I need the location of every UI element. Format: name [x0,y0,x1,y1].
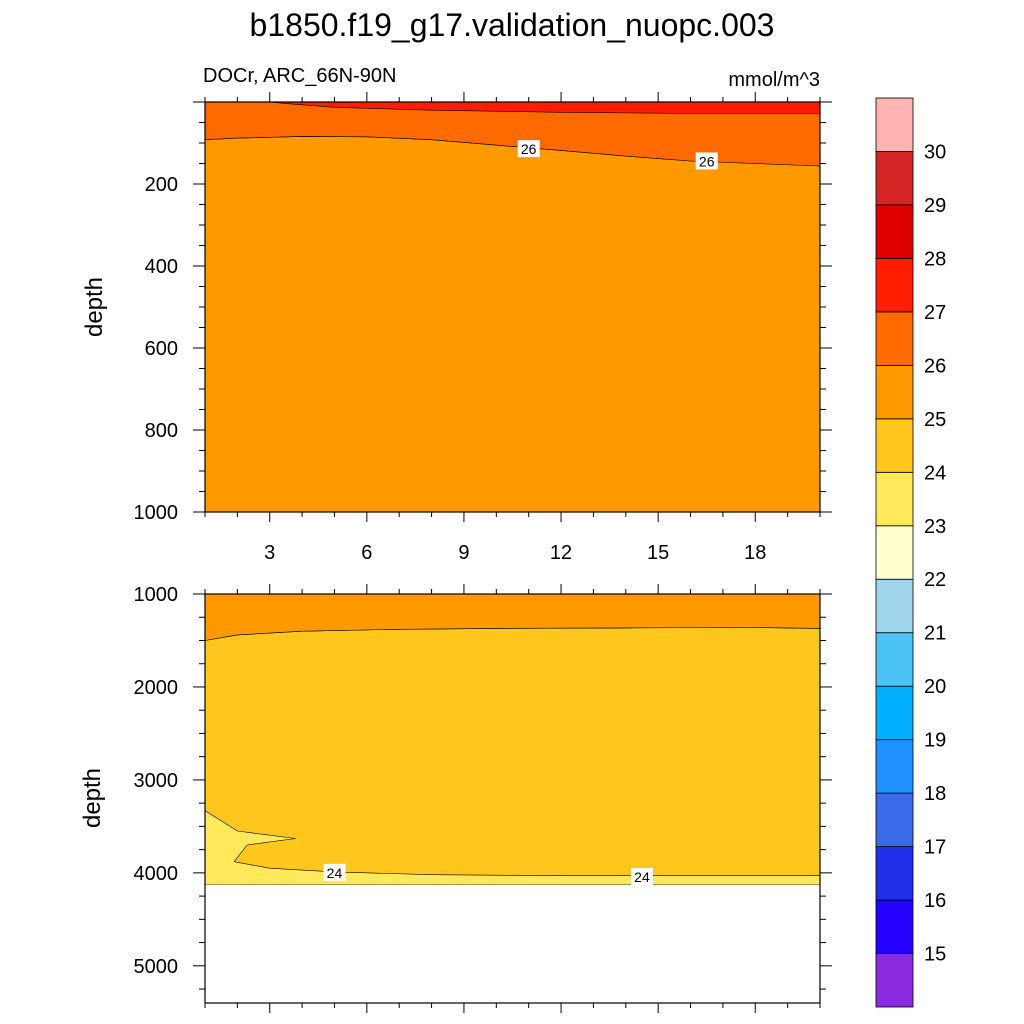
colorbar-label: 24 [924,462,946,484]
upper-subtitle-left: DOCr, ARC_66N-90N [203,65,396,87]
colorbar-swatch [875,204,914,259]
y-tick-label: 4000 [134,863,179,885]
y-tick-label: 2000 [134,677,179,699]
colorbar-swatch [875,258,914,313]
contour-region-25-26 [205,136,820,512]
colorbar-label: 30 [924,141,946,163]
colorbar-label: 29 [924,195,946,217]
colorbar-label: 21 [924,623,946,645]
y-tick-label: 3000 [134,770,179,792]
colorbar-swatch [875,792,914,847]
colorbar-label: 19 [924,730,946,752]
x-tick-label: 12 [550,542,572,564]
x-tick-label: 18 [744,542,766,564]
contour-region-27-28 [269,102,820,114]
colorbar-swatch [875,953,914,1008]
colorbar-swatch [875,311,914,366]
contour-region-24-25 [205,627,820,886]
colorbar-label: 25 [924,409,946,431]
contour-label-box [323,863,346,881]
colorbar-swatch [875,97,914,152]
x-tick-label: 9 [458,542,469,564]
colorbar-swatch [875,632,914,687]
plot-frame [204,593,821,1004]
contour-label: 26 [521,141,537,157]
colorbar-swatch [875,525,914,580]
colorbar-label: 26 [924,355,946,377]
colorbar-label: 23 [924,516,946,538]
contour-region-23-24 [205,810,820,886]
y-tick-label: 1000 [134,584,179,606]
colorbar-label: 28 [924,248,946,270]
y-tick-label: 600 [145,338,178,360]
y-tick-label: 400 [145,256,178,278]
colorbar: 15 16 17 18 19 20 21 22 23 24 25 26 27 28 29 30 [875,97,946,1008]
y-tick-label: 200 [145,174,178,196]
colorbar-swatch [875,151,914,206]
upper-subtitle-right: mmol/m^3 [728,69,820,91]
x-tick-label: 6 [361,542,372,564]
colorbar-label: 18 [924,783,946,805]
colorbar-label: 17 [924,837,946,859]
colorbar-swatch [875,578,914,634]
colorbar-label: 27 [924,302,946,324]
colorbar-label: 16 [924,890,946,912]
colorbar-label: 22 [924,569,946,591]
upper-panel: 26 26 3 6 9 12 15 18 200 400 600 800 1000 [134,92,832,564]
upper-y-axis-label: depth [81,277,108,337]
contour-region-25-26 [205,594,820,641]
chart-title: b1850.f19_g17.validation_nuopc.003 [250,7,775,43]
colorbar-swatch [875,418,914,473]
colorbar-label: 20 [924,676,946,698]
colorbar-swatch [875,471,914,527]
contour-label-box [695,152,718,170]
y-tick-label: 1000 [134,502,179,524]
x-tick-label: 3 [264,542,275,564]
lower-y-axis-label: depth [79,768,106,828]
colorbar-swatch [875,685,914,741]
contour-label: 24 [634,869,650,885]
contour-label: 26 [699,153,715,169]
colorbar-label: 15 [924,944,946,966]
contour-label-box [517,140,540,158]
y-tick-label: 800 [145,420,178,442]
missing-data-area [205,884,820,1003]
colorbar-swatch [875,739,914,794]
contour-label: 24 [327,865,343,881]
y-tick-label: 5000 [134,956,179,978]
colorbar-swatch [875,846,914,901]
lower-panel: 24 24 1000 2000 3000 4000 5000 [134,584,832,1013]
colorbar-swatch [875,899,914,954]
contour-label-box [630,868,653,886]
x-tick-label: 15 [647,542,669,564]
colorbar-swatch [875,364,914,420]
